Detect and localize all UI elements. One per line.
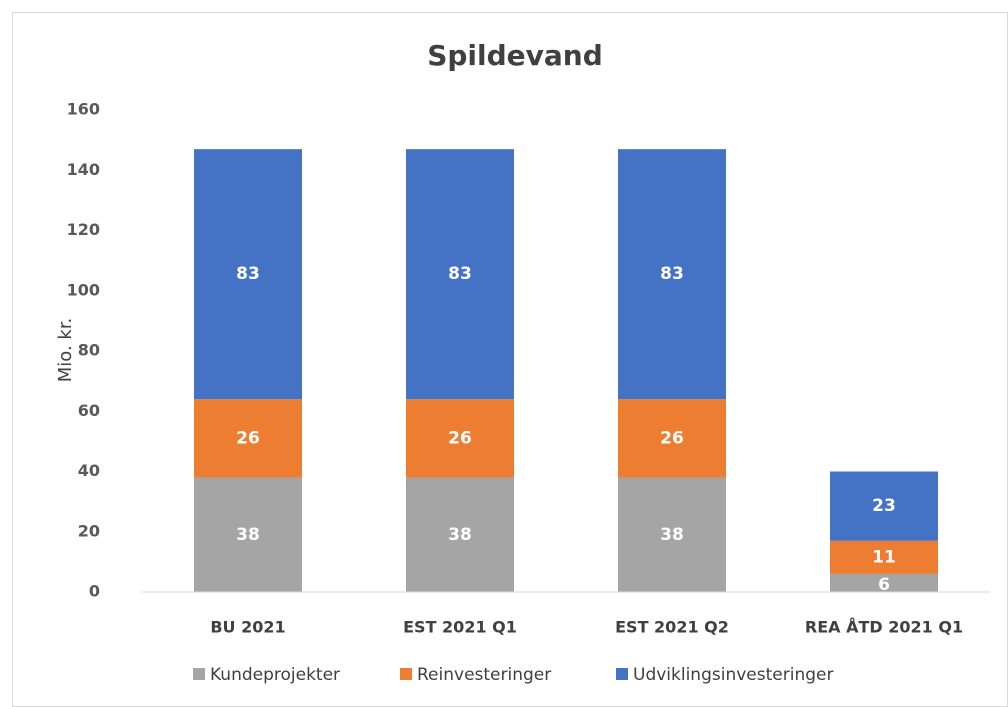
- y-tick-label: 20: [78, 521, 100, 540]
- bar-segment: [406, 149, 514, 400]
- bar-segment: [194, 399, 302, 478]
- legend-swatch: [193, 668, 205, 680]
- y-tick-label: 60: [78, 401, 100, 420]
- x-tick-label: EST 2021 Q2: [615, 618, 729, 637]
- y-tick-label: 80: [78, 341, 100, 360]
- data-label: 38: [660, 525, 684, 545]
- data-label: 26: [660, 428, 684, 448]
- legend-swatch: [400, 668, 412, 680]
- bar-segment: [830, 573, 938, 592]
- bar-segment: [618, 477, 726, 592]
- y-tick-label: 160: [67, 100, 100, 119]
- x-tick-label: EST 2021 Q1: [403, 618, 517, 637]
- bar-segment: [830, 540, 938, 574]
- y-tick-label: 140: [67, 160, 100, 179]
- legend-label: Kundeprojekter: [210, 665, 340, 685]
- data-label: 83: [448, 264, 472, 284]
- y-tick-label: 100: [67, 280, 100, 299]
- data-label: 6: [878, 575, 890, 595]
- bar-segment: [618, 399, 726, 478]
- data-label: 38: [448, 525, 472, 545]
- bar-segment: [194, 477, 302, 592]
- data-label: 26: [236, 428, 260, 448]
- bar-segment: [618, 149, 726, 400]
- bar-segment: [194, 149, 302, 400]
- data-label: 83: [236, 264, 260, 284]
- data-label: 11: [872, 547, 896, 567]
- data-label: 23: [872, 496, 896, 516]
- y-tick-label: 0: [89, 582, 100, 601]
- y-tick-label: 120: [67, 220, 100, 239]
- x-tick-label: BU 2021: [210, 618, 285, 637]
- legend-label: Reinvesteringer: [417, 665, 551, 685]
- data-label: 38: [236, 525, 260, 545]
- legend-swatch: [616, 668, 628, 680]
- legend-label: Udviklingsinvesteringer: [633, 665, 833, 685]
- x-tick-label: REA ÅTD 2021 Q1: [805, 618, 963, 637]
- chart-title: Spildevand: [427, 39, 603, 72]
- y-axis-label: Mio. kr.: [55, 318, 76, 383]
- bar-segment: [406, 477, 514, 592]
- y-tick-label: 40: [78, 461, 100, 480]
- bar-segment: [830, 471, 938, 541]
- bar-segment: [406, 399, 514, 478]
- data-label: 26: [448, 428, 472, 448]
- data-label: 83: [660, 264, 684, 284]
